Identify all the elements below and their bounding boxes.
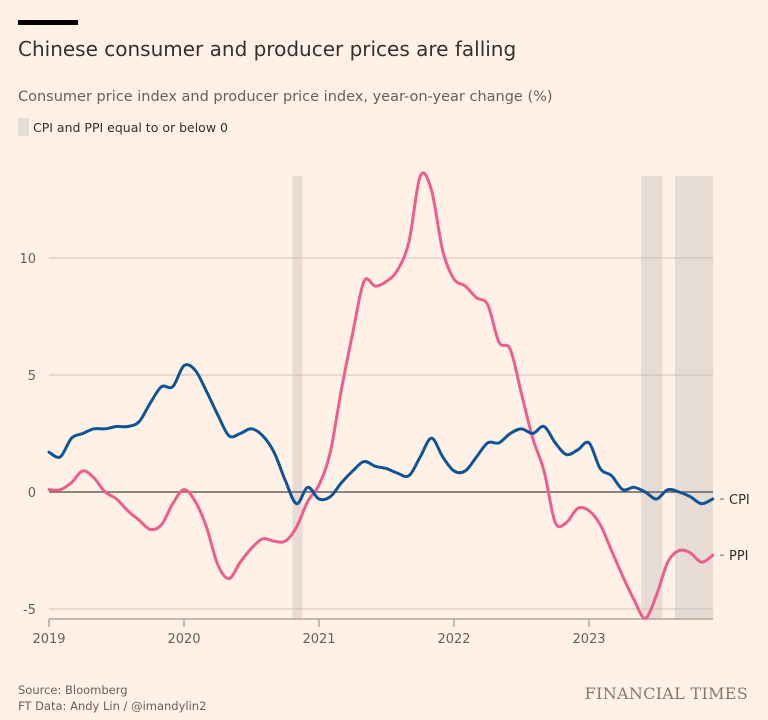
ft-logo: FINANCIAL TIMES [584, 684, 748, 703]
shaded-period [292, 176, 303, 619]
cpi-label: CPI [729, 493, 750, 508]
ppi-line [47, 171, 715, 620]
x-tick-label: 2020 [167, 632, 200, 647]
y-tick-label: 10 [19, 252, 36, 267]
source-note: Source: Bloomberg FT Data: Andy Lin / @i… [18, 682, 206, 714]
x-tick-label: 2023 [572, 632, 605, 647]
chart-title: Chinese consumer and producer prices are… [18, 37, 517, 61]
y-tick-label: -5 [23, 603, 36, 618]
chart-subtitle: Consumer price index and producer price … [18, 89, 553, 105]
ppi-label: PPI [729, 549, 749, 564]
chart: -5 0 5 10 2019 2020 2021 2022 2023 PPI CPI [19, 171, 750, 647]
title-accent-bar [18, 20, 78, 25]
source-text: Source: Bloomberg [18, 683, 128, 697]
cpi-line [47, 363, 715, 506]
x-tick-label: 2022 [437, 632, 470, 647]
shaded-period [641, 176, 663, 619]
series-labels: PPI CPI [720, 493, 750, 564]
series-lines [47, 171, 715, 620]
legend-label: CPI and PPI equal to or below 0 [33, 119, 228, 135]
x-tick-label: 2021 [302, 632, 335, 647]
gridlines [49, 257, 713, 610]
legend-swatch-shaded [18, 118, 29, 136]
y-tick-label: 5 [28, 369, 36, 384]
shaded-period [675, 176, 713, 619]
y-axis: -5 0 5 10 [19, 252, 36, 618]
shaded-periods [292, 176, 713, 619]
x-axis: 2019 2020 2021 2022 2023 [32, 618, 713, 647]
y-tick-label: 0 [28, 486, 36, 501]
credit-text: FT Data: Andy Lin / @imandylin2 [18, 699, 207, 713]
legend: CPI and PPI equal to or below 0 [18, 118, 228, 136]
x-tick-label: 2019 [32, 632, 65, 647]
